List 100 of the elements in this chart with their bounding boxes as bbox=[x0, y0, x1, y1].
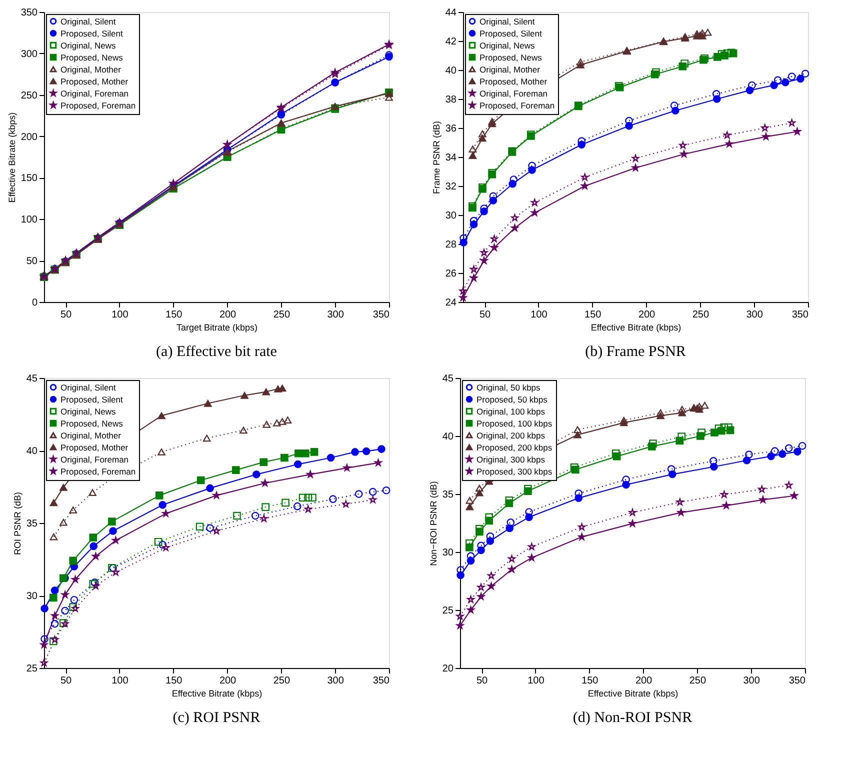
y-tick-label: 40 bbox=[442, 432, 454, 442]
y-tick-label: 250 bbox=[20, 90, 38, 102]
y-tick-label: 45 bbox=[442, 374, 454, 384]
y-tick-label: 350 bbox=[20, 8, 38, 18]
y-tick-label: 45 bbox=[26, 374, 38, 384]
legend-label: Proposed, Silent bbox=[60, 28, 124, 38]
x-tick-label: 50 bbox=[60, 676, 72, 686]
x-axis-title: Effective Bitrate (kbps) bbox=[590, 322, 682, 332]
x-tick-label: 150 bbox=[582, 676, 599, 686]
x-tick-label: 250 bbox=[273, 676, 290, 686]
legend-label: Original, News bbox=[60, 40, 116, 50]
legend-label: Original, 200 kbps bbox=[476, 430, 546, 440]
legend-label: Proposed, Silent bbox=[60, 394, 124, 404]
x-tick-label: 150 bbox=[166, 310, 183, 320]
y-tick-label: 50 bbox=[26, 256, 38, 268]
legend-label: Original, News bbox=[60, 406, 116, 416]
y-tick-label: 26 bbox=[445, 268, 457, 280]
y-tick-label: 100 bbox=[20, 214, 38, 226]
legend-label: Proposed, 50 kbps bbox=[476, 394, 548, 404]
y-tick-label: 35 bbox=[26, 518, 38, 530]
y-tick-label: 44 bbox=[445, 8, 457, 18]
legend-label: Proposed, Foreman bbox=[60, 100, 136, 110]
y-tick-label: 30 bbox=[26, 591, 38, 602]
y-tick-label: 30 bbox=[442, 548, 454, 558]
legend-label: Original, Silent bbox=[480, 16, 536, 26]
y-tick-label: 24 bbox=[445, 298, 457, 308]
y-tick-label: 150 bbox=[20, 173, 38, 184]
y-tick-label: 0 bbox=[32, 298, 38, 308]
x-tick-label: 150 bbox=[584, 310, 602, 320]
legend-label: Original, News bbox=[480, 40, 535, 50]
x-tick-label: 300 bbox=[746, 310, 764, 320]
x-tick-label: 300 bbox=[743, 676, 760, 686]
y-axis-title: Non−ROI PSNR (dB) bbox=[428, 481, 438, 566]
y-tick-label: 34 bbox=[445, 152, 457, 164]
x-tick-label: 300 bbox=[327, 676, 344, 686]
legend-label: Original, 50 kbps bbox=[476, 382, 540, 392]
x-tick-label: 200 bbox=[219, 676, 237, 686]
y-tick-label: 200 bbox=[20, 132, 38, 143]
x-tick-label: 350 bbox=[788, 676, 806, 686]
y-tick-label: 38 bbox=[445, 94, 457, 106]
legend-label: Original, Silent bbox=[60, 382, 116, 392]
legend-label: Proposed, 300 kbps bbox=[476, 466, 552, 476]
y-axis-title: Frame PSNR (dB) bbox=[431, 120, 442, 194]
x-tick-label: 200 bbox=[219, 310, 237, 320]
x-tick-label: 200 bbox=[635, 676, 653, 686]
text: (c) ROI PSNR bbox=[172, 710, 260, 726]
legend-label: Original, Silent bbox=[60, 16, 116, 26]
x-tick-label: 100 bbox=[528, 676, 545, 686]
text: (a) Effective bit rate bbox=[156, 344, 278, 360]
legend-label: Proposed, Mother bbox=[480, 76, 548, 86]
legend-label: Proposed, 100 kbps bbox=[476, 418, 552, 428]
legend-label: Proposed, News bbox=[480, 52, 542, 62]
y-tick-label: 36 bbox=[445, 124, 457, 134]
legend-label: Original, Mother bbox=[480, 64, 540, 74]
y-tick-label: 40 bbox=[445, 66, 457, 76]
legend-label: Proposed, Mother bbox=[60, 76, 128, 86]
x-tick-label: 300 bbox=[327, 310, 344, 320]
x-axis-title: Target Bitrate (kbps) bbox=[176, 322, 258, 332]
y-axis-title: Effective Bitrate (kbps) bbox=[6, 112, 17, 203]
legend-label: Original, Foreman bbox=[480, 88, 548, 98]
y-tick-label: 28 bbox=[445, 240, 457, 250]
x-tick-label: 50 bbox=[480, 310, 492, 320]
x-tick-label: 50 bbox=[476, 676, 488, 686]
y-tick-label: 40 bbox=[26, 446, 38, 457]
legend-label: Original, Mother bbox=[60, 430, 122, 440]
x-tick-label: 350 bbox=[372, 310, 390, 320]
legend-label: Original, Foreman bbox=[60, 88, 129, 98]
legend-label: Proposed, Foreman bbox=[480, 100, 555, 110]
y-tick-label: 300 bbox=[20, 48, 38, 60]
x-tick-label: 100 bbox=[112, 676, 129, 686]
y-tick-label: 25 bbox=[442, 606, 454, 616]
x-axis-title: Effective Bitrate (kbps) bbox=[172, 688, 262, 698]
x-tick-label: 150 bbox=[166, 676, 183, 686]
legend-label: Proposed, News bbox=[60, 418, 123, 428]
y-tick-label: 32 bbox=[445, 182, 457, 192]
legend-label: Proposed, Mother bbox=[60, 442, 128, 452]
y-tick-label: 25 bbox=[26, 664, 38, 674]
y-axis-title: ROI PSNR (dB) bbox=[12, 492, 22, 556]
legend-label: Proposed, Silent bbox=[480, 28, 543, 38]
x-tick-label: 200 bbox=[638, 310, 656, 320]
legend-label: Original, 100 kbps bbox=[476, 406, 546, 416]
x-tick-label: 250 bbox=[692, 310, 710, 320]
x-axis-title: Effective Bitrate (kbps) bbox=[588, 688, 678, 698]
x-tick-label: 100 bbox=[112, 310, 129, 320]
legend-label: Original, Mother bbox=[60, 64, 122, 74]
x-tick-label: 100 bbox=[530, 310, 548, 320]
text: (b) Frame PSNR bbox=[585, 344, 686, 360]
x-tick-label: 350 bbox=[372, 676, 390, 686]
text: (d) Non-ROI PSNR bbox=[572, 710, 692, 726]
x-tick-label: 350 bbox=[792, 310, 809, 320]
legend-label: Original, Foreman bbox=[60, 454, 129, 464]
y-tick-label: 30 bbox=[445, 210, 457, 222]
legend-label: Proposed, 200 kbps bbox=[476, 442, 552, 452]
legend-label: Original, 300 kbps bbox=[476, 454, 546, 464]
y-tick-label: 20 bbox=[442, 664, 454, 674]
y-tick-label: 42 bbox=[445, 36, 457, 48]
x-tick-label: 50 bbox=[60, 310, 72, 320]
x-tick-label: 250 bbox=[273, 310, 290, 320]
legend-label: Proposed, Foreman bbox=[60, 466, 136, 476]
x-tick-label: 250 bbox=[689, 676, 706, 686]
